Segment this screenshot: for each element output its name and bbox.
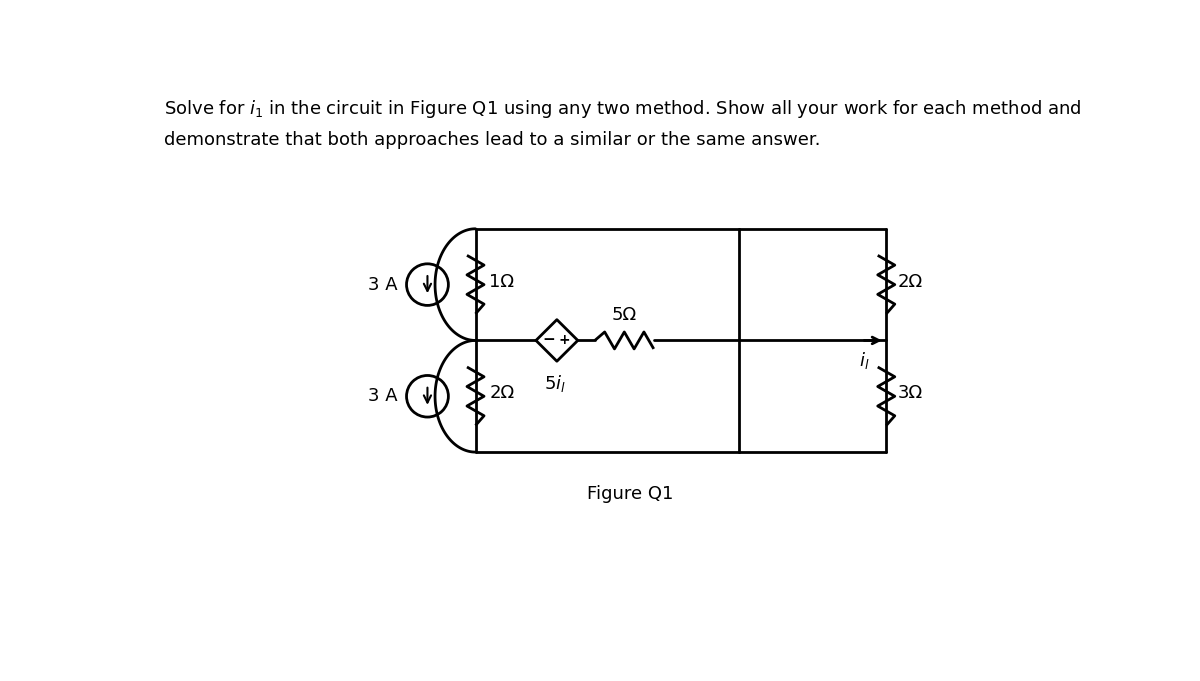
Text: $i_l$: $i_l$: [859, 349, 870, 370]
Text: 5$i_l$: 5$i_l$: [545, 373, 566, 394]
Text: 5Ω: 5Ω: [612, 306, 637, 323]
Text: −: −: [542, 332, 556, 347]
Text: Solve for $i_1$ in the circuit in Figure Q1 using any two method. Show all your : Solve for $i_1$ in the circuit in Figure…: [164, 99, 1081, 121]
Text: 1Ω: 1Ω: [490, 272, 515, 291]
Text: 3 A: 3 A: [367, 276, 397, 294]
Text: 2Ω: 2Ω: [898, 272, 923, 291]
Text: demonstrate that both approaches lead to a similar or the same answer.: demonstrate that both approaches lead to…: [164, 131, 821, 149]
Text: +: +: [559, 333, 570, 347]
Text: 3Ω: 3Ω: [898, 384, 923, 402]
Text: 2Ω: 2Ω: [490, 384, 515, 402]
Text: 3 A: 3 A: [367, 387, 397, 405]
Text: Figure Q1: Figure Q1: [587, 486, 673, 503]
